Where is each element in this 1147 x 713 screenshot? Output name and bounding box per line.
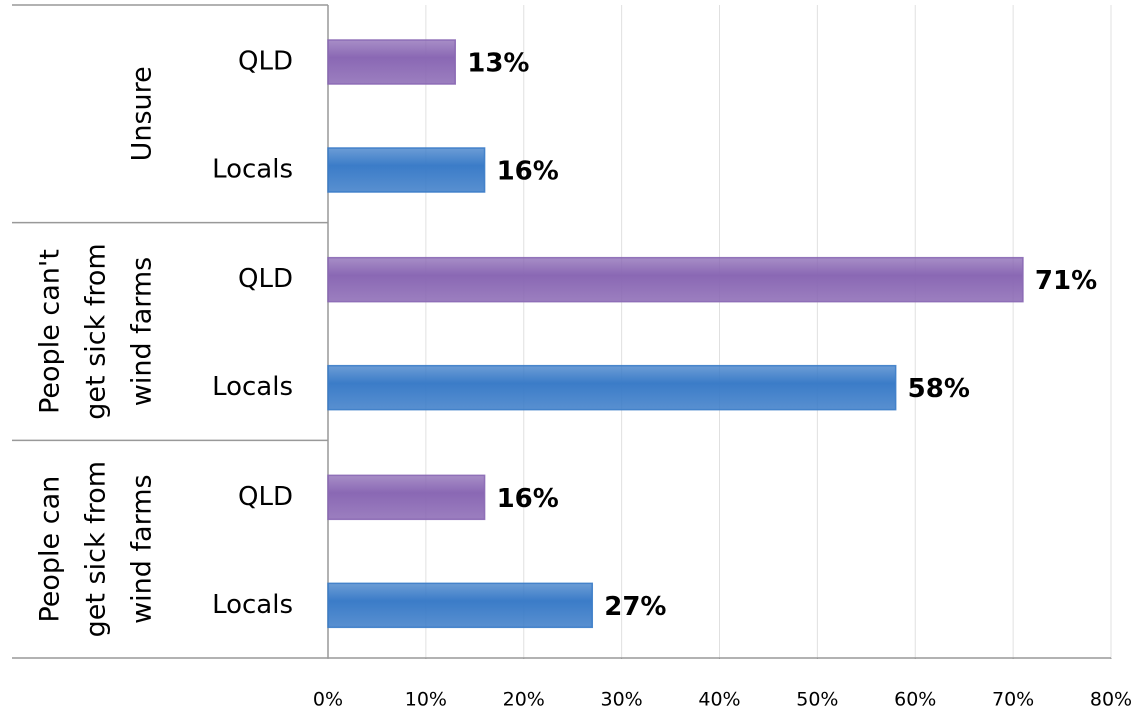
x-tick-label: 10% — [405, 689, 447, 711]
value-label: 71% — [1035, 266, 1097, 296]
series-label: Locals — [212, 155, 293, 185]
value-label: 13% — [467, 49, 529, 79]
bar — [327, 147, 486, 193]
x-tick-label: 70% — [992, 689, 1034, 711]
series-label: QLD — [238, 264, 293, 294]
x-tick-label: 30% — [601, 689, 643, 711]
bar — [327, 39, 456, 85]
bar — [327, 256, 1024, 303]
series-label: QLD — [238, 47, 293, 77]
group-label: People can't — [35, 249, 66, 414]
group-label: People can — [35, 476, 66, 623]
value-label: 16% — [497, 157, 559, 187]
series-label: Locals — [212, 590, 293, 620]
bar — [327, 474, 486, 521]
group-label: get sick from — [81, 243, 112, 419]
group-label: wind farms — [127, 474, 158, 623]
x-tick-label: 40% — [698, 689, 740, 711]
value-label: 58% — [908, 374, 970, 404]
series-label: QLD — [238, 482, 293, 512]
x-tick-label: 20% — [503, 689, 545, 711]
x-tick-label: 0% — [313, 689, 343, 711]
bar — [327, 364, 897, 411]
series-label: Locals — [212, 372, 293, 402]
group-label: get sick from — [81, 461, 112, 637]
x-tick-label: 60% — [894, 689, 936, 711]
x-tick-label: 80% — [1090, 689, 1132, 711]
bar — [327, 582, 594, 629]
value-label: 16% — [497, 484, 559, 514]
group-label: wind farms — [127, 257, 158, 406]
value-label: 27% — [604, 592, 666, 622]
x-tick-label: 50% — [796, 689, 838, 711]
group-label: Unsure — [127, 66, 158, 161]
